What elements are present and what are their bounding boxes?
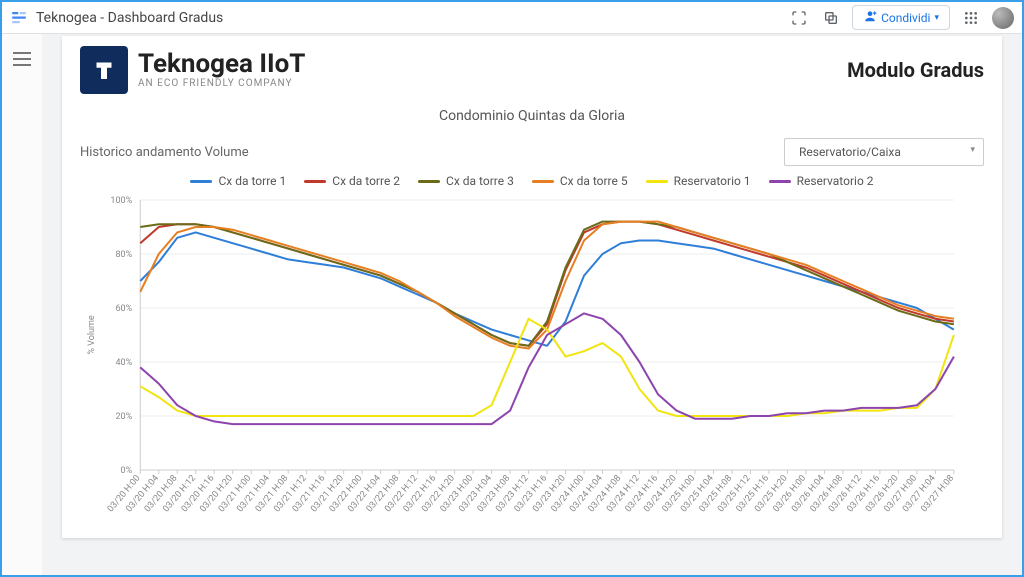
chart-panel: Historico andamento Volume Reservatorio/… (62, 130, 1002, 538)
svg-text:100%: 100% (110, 196, 132, 206)
brand-block: Teknogea IIoT AN ECO FRIENDLY COMPANY (138, 51, 847, 89)
legend-label: Cx da torre 5 (560, 174, 628, 188)
legend-item[interactable]: Reservatorio 1 (646, 174, 751, 188)
app-logo-icon (10, 9, 28, 27)
module-title: Modulo Gradus (847, 58, 984, 82)
card-header: Teknogea IIoT AN ECO FRIENDLY COMPANY Mo… (62, 36, 1002, 100)
share-button-label: Condividi (881, 11, 930, 25)
person-add-icon (863, 9, 877, 26)
reservoir-selector[interactable]: Reservatorio/Caixa (784, 138, 984, 166)
brand-logo-icon (80, 46, 128, 94)
legend-item[interactable]: Cx da torre 3 (418, 174, 514, 188)
body: Teknogea IIoT AN ECO FRIENDLY COMPANY Mo… (2, 34, 1022, 575)
legend-swatch (646, 180, 668, 183)
canvas: Teknogea IIoT AN ECO FRIENDLY COMPANY Mo… (42, 34, 1022, 575)
legend-label: Reservatorio 2 (797, 174, 874, 188)
legend-label: Cx da torre 3 (446, 174, 514, 188)
legend-label: Cx da torre 1 (218, 174, 286, 188)
page-title: Teknogea - Dashboard Gradus (36, 10, 788, 26)
fit-icon[interactable] (788, 7, 810, 29)
condo-name: Condominio Quintas da Gloria (62, 100, 1002, 130)
series-line[interactable] (140, 319, 954, 416)
legend-swatch (304, 180, 326, 183)
share-button[interactable]: Condividi ▾ (852, 5, 950, 30)
topbar: Teknogea - Dashboard Gradus Condividi ▾ (2, 2, 1022, 34)
user-avatar[interactable] (992, 7, 1014, 29)
svg-text:20%: 20% (115, 412, 132, 422)
legend-item[interactable]: Cx da torre 1 (190, 174, 286, 188)
left-rail (2, 34, 42, 575)
chevron-down-icon: ▾ (934, 13, 939, 23)
line-chart: 0%20%40%60%80%100%% Volume03/20 H:0003/2… (80, 190, 984, 530)
brand-subtitle: AN ECO FRIENDLY COMPANY (138, 78, 847, 89)
app-frame: Teknogea - Dashboard Gradus Condividi ▾ (0, 0, 1024, 577)
legend-item[interactable]: Reservatorio 2 (769, 174, 874, 188)
legend-item[interactable]: Cx da torre 2 (304, 174, 400, 188)
legend-label: Cx da torre 2 (332, 174, 400, 188)
svg-text:40%: 40% (115, 358, 132, 368)
legend-swatch (190, 180, 212, 183)
chart-title: Historico andamento Volume (80, 145, 249, 160)
chart-area: 0%20%40%60%80%100%% Volume03/20 H:0003/2… (80, 190, 984, 534)
svg-text:% Volume: % Volume (87, 315, 97, 354)
menu-icon[interactable] (13, 52, 31, 66)
apps-icon[interactable] (960, 7, 982, 29)
copy-icon[interactable] (820, 7, 842, 29)
legend-swatch (532, 180, 554, 183)
legend-label: Reservatorio 1 (674, 174, 751, 188)
dashboard-card: Teknogea IIoT AN ECO FRIENDLY COMPANY Mo… (62, 36, 1002, 538)
brand-title: Teknogea IIoT (138, 51, 847, 78)
legend-swatch (769, 180, 791, 183)
svg-text:60%: 60% (115, 304, 132, 314)
chart-legend: Cx da torre 1 Cx da torre 2 Cx da torre 3 C… (80, 170, 984, 190)
legend-item[interactable]: Cx da torre 5 (532, 174, 628, 188)
topbar-actions: Condividi ▾ (788, 5, 1014, 30)
svg-text:80%: 80% (115, 250, 132, 260)
legend-swatch (418, 180, 440, 183)
svg-text:0%: 0% (121, 466, 133, 476)
